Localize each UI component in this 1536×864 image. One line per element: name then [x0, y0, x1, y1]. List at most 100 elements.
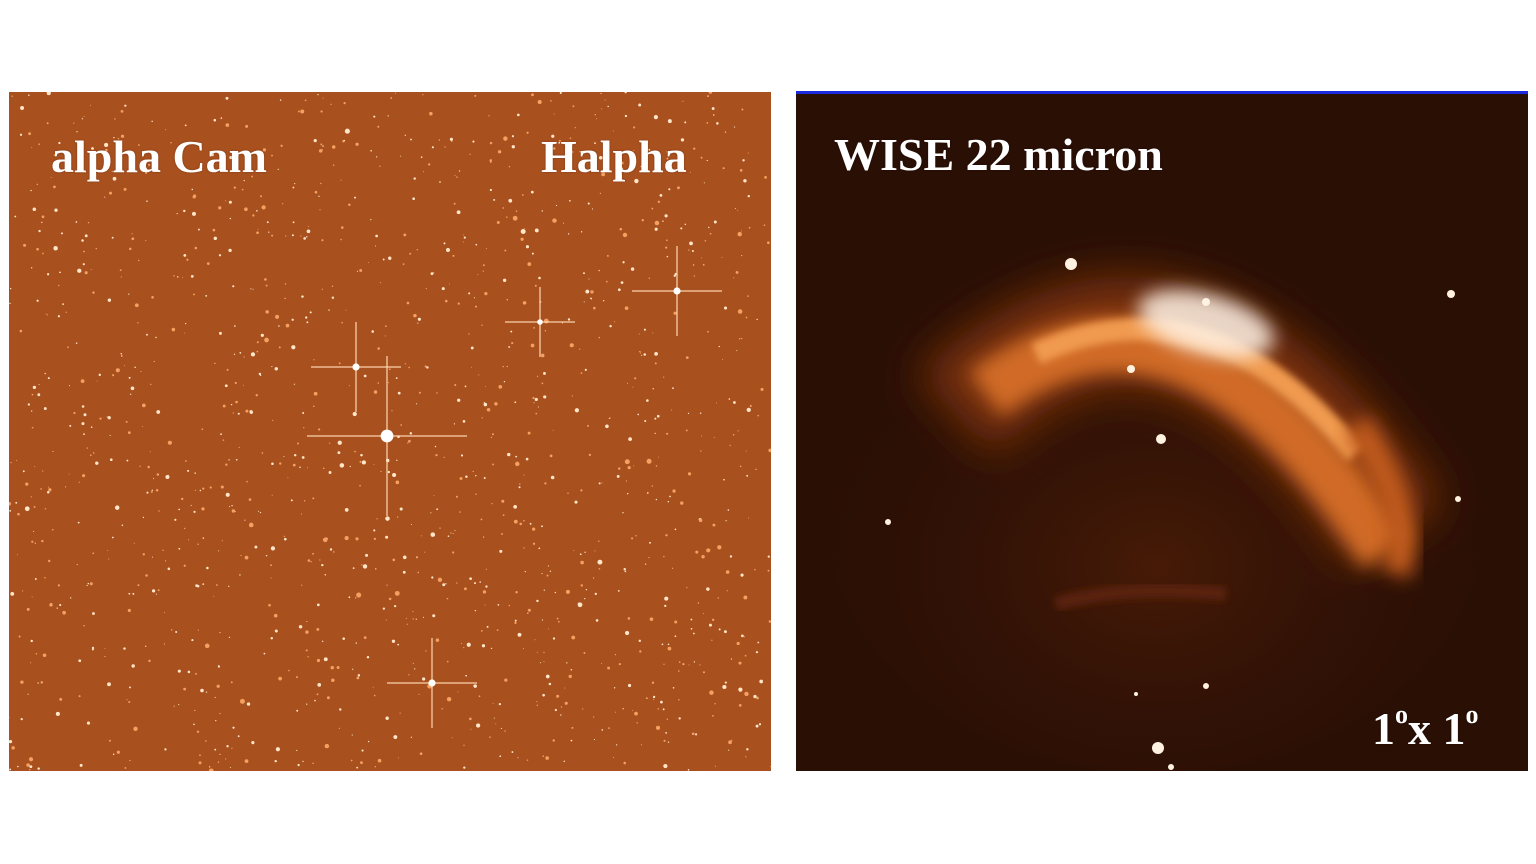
star	[385, 716, 389, 720]
star	[216, 584, 218, 586]
star	[20, 106, 24, 110]
star	[243, 356, 245, 358]
star	[226, 745, 229, 748]
star	[115, 368, 120, 373]
star	[693, 147, 696, 150]
star	[724, 131, 727, 133]
star	[104, 656, 106, 658]
star	[119, 269, 122, 272]
star	[153, 361, 155, 363]
star	[305, 649, 308, 652]
star	[609, 324, 612, 328]
star	[747, 194, 750, 198]
star	[463, 587, 467, 591]
star	[331, 285, 334, 288]
star	[685, 429, 688, 432]
star	[664, 214, 668, 218]
star	[727, 509, 730, 511]
star	[306, 620, 308, 622]
star	[700, 156, 703, 159]
star	[740, 337, 743, 340]
star	[481, 644, 486, 648]
star	[522, 648, 524, 650]
star	[755, 724, 759, 728]
star	[361, 564, 363, 566]
star	[332, 551, 335, 553]
star	[478, 695, 481, 698]
star	[374, 245, 376, 247]
star	[412, 197, 415, 201]
star	[53, 185, 56, 189]
star	[530, 190, 534, 194]
star	[590, 290, 594, 294]
star	[648, 148, 651, 151]
star	[202, 487, 205, 490]
star	[121, 355, 123, 357]
star	[565, 589, 570, 594]
star	[537, 375, 539, 377]
star	[68, 473, 70, 475]
star	[744, 654, 747, 657]
star	[218, 206, 222, 210]
star	[324, 573, 327, 576]
star	[212, 228, 216, 232]
star	[543, 661, 545, 663]
star	[412, 618, 414, 620]
star	[713, 436, 715, 438]
star	[153, 478, 155, 480]
star	[754, 568, 756, 571]
star	[425, 288, 427, 290]
star	[112, 753, 115, 756]
star	[613, 130, 615, 132]
star	[414, 668, 416, 670]
star	[137, 259, 140, 262]
star	[626, 492, 629, 495]
star	[757, 414, 760, 417]
star	[108, 558, 110, 560]
star	[497, 603, 500, 606]
star	[17, 765, 19, 768]
star	[508, 198, 513, 203]
star	[559, 139, 561, 142]
star	[508, 165, 511, 168]
star	[424, 551, 426, 553]
star	[745, 756, 747, 758]
star	[737, 231, 742, 237]
star	[415, 556, 419, 559]
star	[90, 104, 92, 106]
star	[768, 448, 771, 453]
star	[228, 248, 232, 253]
star	[317, 683, 322, 687]
star	[225, 200, 227, 202]
star	[319, 559, 321, 561]
star	[656, 414, 660, 418]
star	[567, 492, 569, 495]
nebula-core	[1137, 289, 1275, 359]
star	[36, 299, 39, 302]
star	[405, 617, 407, 620]
star	[732, 433, 735, 436]
star	[549, 454, 553, 458]
star	[434, 445, 437, 448]
star	[301, 584, 303, 586]
star	[618, 663, 621, 666]
star	[523, 474, 525, 476]
star	[386, 584, 388, 586]
star	[219, 753, 221, 755]
star	[84, 271, 88, 275]
star	[737, 309, 743, 314]
star	[666, 239, 668, 242]
star	[394, 590, 400, 596]
star	[293, 453, 297, 457]
star	[598, 482, 601, 485]
star	[454, 384, 457, 387]
star	[244, 207, 248, 212]
star	[274, 367, 278, 371]
star	[34, 578, 37, 580]
star	[91, 646, 95, 650]
star	[482, 264, 485, 267]
star	[432, 614, 436, 618]
star	[313, 391, 318, 396]
star	[359, 484, 361, 487]
star	[598, 336, 601, 339]
